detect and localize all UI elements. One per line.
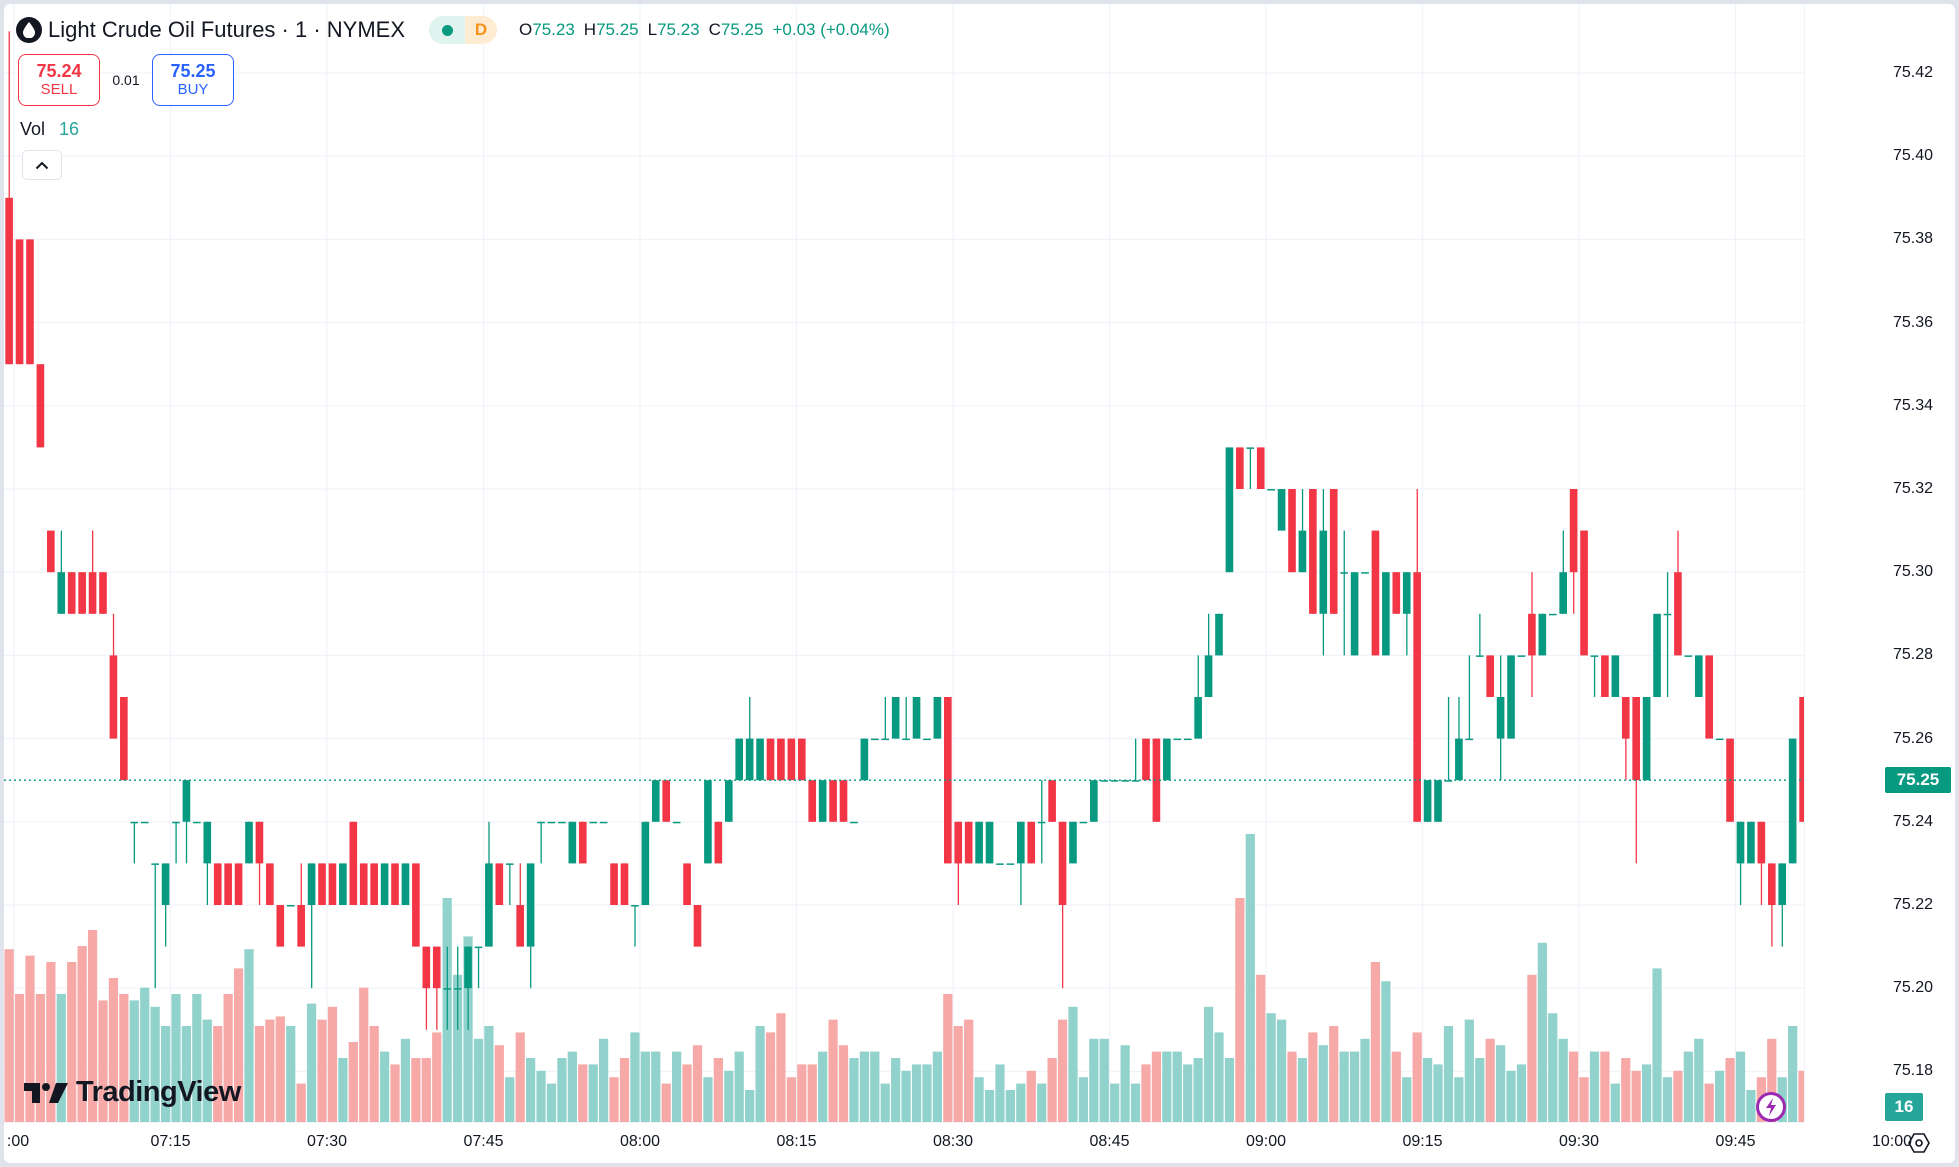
time-tick-label: 09:45 [1715, 1133, 1756, 1150]
high-label: H [583, 20, 597, 39]
sell-price: 75.24 [36, 61, 82, 81]
tradingview-logo-icon [24, 1082, 68, 1103]
time-axis[interactable]: :00 07:15 07:30 07:45 08:00 08:15 08:30 08:45 09… [4, 1122, 1912, 1163]
time-tick-label: 09:15 [1402, 1133, 1443, 1150]
price-tick-label: 75.24 [1892, 812, 1933, 830]
volume-indicator-name: Vol [20, 119, 46, 139]
candlestick-chart[interactable] [4, 4, 1804, 1122]
replay-button[interactable] [1756, 1092, 1786, 1122]
time-tick-label: 07:15 [150, 1133, 191, 1150]
delayed-data-badge: D [465, 16, 498, 44]
time-tick-label: 07:45 [463, 1133, 504, 1150]
price-tick-label: 75.40 [1892, 147, 1933, 165]
price-tick-label: 75.42 [1892, 64, 1933, 81]
status-dot-icon [441, 24, 453, 36]
low-label: L [647, 20, 658, 39]
close-label: C [708, 20, 721, 39]
ohlc-values: O75.23 H75.25 L75.23 C75.25 +0.03 (+0.04… [519, 20, 890, 40]
close-value: 75.25 [720, 20, 764, 39]
price-tick-label: 75.30 [1892, 563, 1933, 581]
price-tick-label: 75.28 [1892, 646, 1933, 664]
oil-drop-icon [16, 17, 42, 43]
buy-button[interactable]: 75.25 BUY [152, 54, 234, 106]
time-tick-label: 08:15 [776, 1133, 817, 1150]
lightning-icon [1766, 1098, 1776, 1116]
price-tick-label: 75.36 [1892, 313, 1933, 331]
market-status-pill[interactable]: D [429, 16, 498, 44]
price-tick-label: 75.26 [1892, 729, 1933, 747]
last-price-label: 75.25 [1885, 767, 1951, 794]
open-label: O [519, 20, 533, 39]
low-value: 75.23 [657, 20, 700, 39]
trade-buttons: 75.24 SELL 0.01 75.25 BUY [18, 54, 234, 106]
gear-icon [1908, 1133, 1930, 1153]
symbol-legend: Light Crude Oil Futures · 1 · NYMEX D O7… [16, 12, 890, 48]
high-value: 75.25 [596, 20, 639, 39]
chart-container: Light Crude Oil Futures · 1 · NYMEX D O7… [4, 4, 1955, 1163]
price-axis[interactable]: 75.42 75.40 75.38 75.36 75.34 75.32 75.30 75.28… [1804, 4, 1955, 1122]
market-open-indicator [429, 16, 466, 44]
price-pane[interactable] [4, 4, 1804, 1122]
buy-price: 75.25 [170, 61, 216, 81]
symbol-title[interactable]: Light Crude Oil Futures · 1 · NYMEX [48, 17, 406, 42]
open-value: 75.23 [532, 20, 575, 39]
time-tick-label: 08:00 [619, 1133, 661, 1150]
price-tick-label: 75.18 [1892, 1062, 1933, 1080]
collapse-legend-button[interactable] [22, 150, 62, 180]
sell-button[interactable]: 75.24 SELL [18, 54, 100, 106]
chart-settings-button[interactable] [1904, 1128, 1934, 1158]
buy-label: BUY [177, 81, 209, 98]
price-tick-label: 75.20 [1892, 979, 1933, 997]
chevron-up-icon [35, 161, 49, 169]
time-tick-label: 08:45 [1089, 1133, 1130, 1150]
time-tick-label: :00 [6, 1133, 30, 1150]
time-tick-label: 08:30 [932, 1133, 974, 1150]
price-tick-label: 75.32 [1892, 480, 1933, 497]
time-tick-label: 10:00 [1871, 1133, 1913, 1150]
tradingview-logo[interactable]: TradingView [24, 1076, 241, 1109]
tradingview-logo-text: TradingView [76, 1076, 241, 1108]
volume-indicator-value: 16 [59, 119, 80, 139]
sell-label: SELL [40, 81, 78, 98]
spread-value: 0.01 [112, 72, 140, 88]
time-tick-label: 09:00 [1245, 1133, 1287, 1150]
price-tick-label: 75.22 [1892, 896, 1933, 913]
volume-legend[interactable]: Vol 16 [20, 119, 79, 140]
price-change: +0.03 (+0.04%) [772, 20, 890, 39]
time-tick-label: 09:30 [1558, 1133, 1600, 1150]
price-tick-label: 75.34 [1892, 396, 1933, 414]
volume-value-label: 16 [1885, 1093, 1923, 1121]
time-tick-label: 07:30 [306, 1133, 348, 1150]
price-tick-label: 75.38 [1892, 230, 1933, 248]
